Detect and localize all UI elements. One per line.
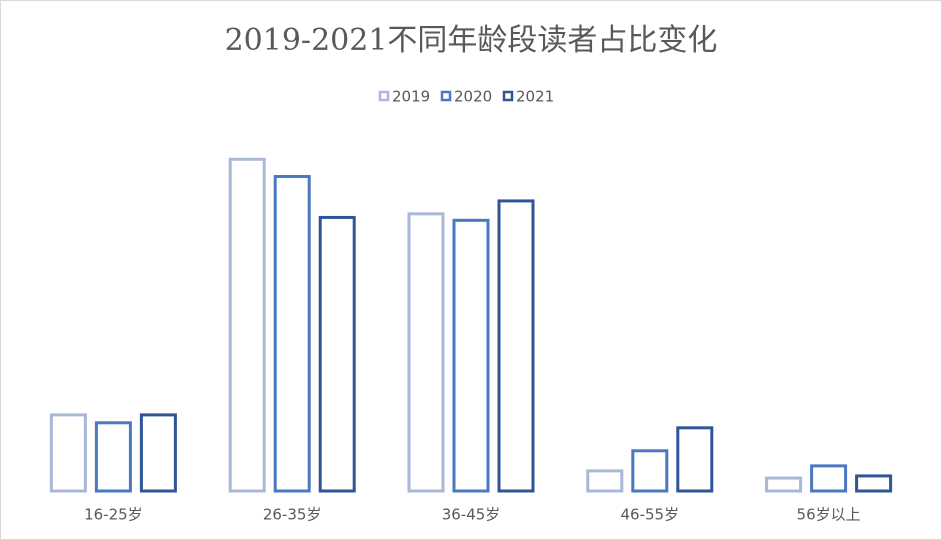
bar [497,199,535,493]
x-tick-label: 26-35岁 [263,506,322,524]
bar [631,449,669,493]
bar [407,212,445,493]
bar [139,413,177,493]
legend-label: 2021 [516,88,554,106]
bar [318,215,356,493]
x-tick-label: 36-45岁 [442,506,501,524]
bar [765,476,803,493]
legend-marker [378,90,390,102]
x-tick-label: 46-55岁 [621,506,680,524]
bar [228,157,266,493]
legend-marker [440,90,452,102]
x-tick-label: 56岁以上 [797,506,861,524]
bar [810,464,848,493]
bar [676,426,714,493]
legend-label: 2020 [454,88,492,106]
bar [586,469,624,493]
legend-marker [502,90,514,102]
bar [855,474,893,493]
bar [49,413,87,493]
legend-label: 2019 [392,88,430,106]
bar [452,218,490,493]
chart-title: 2019-2021不同年龄段读者占比变化 [225,23,718,58]
bar [94,421,132,493]
bar [273,175,311,493]
x-tick-label: 16-25岁 [84,506,143,524]
